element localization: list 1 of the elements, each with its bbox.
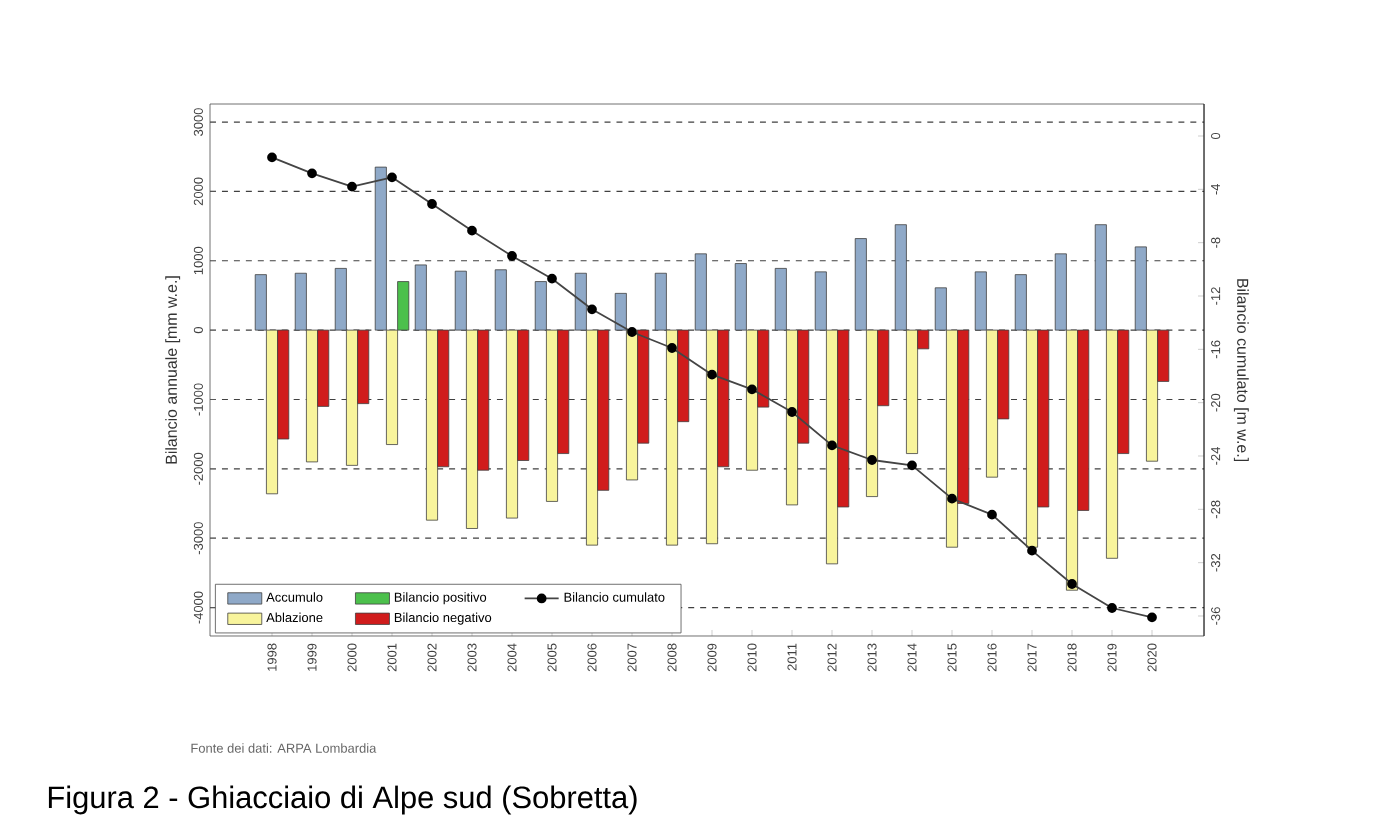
text: Figura 2 - Ghiacciaio di Alpe sud (Sobretta) <box>48 785 637 815</box>
